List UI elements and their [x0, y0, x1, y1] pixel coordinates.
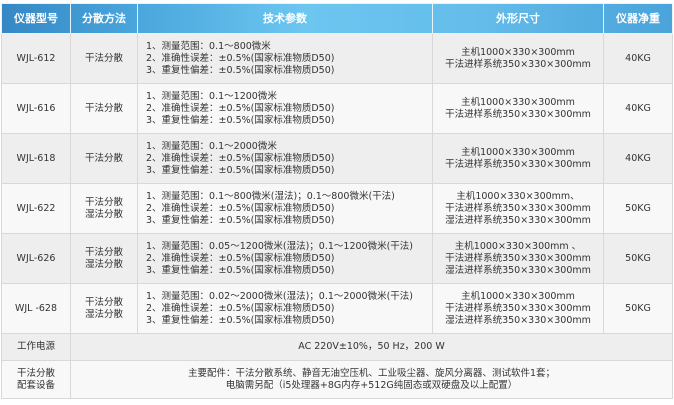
table-row: WJL-626 干法分散 湿法分散 1、测量范围：0.05～1200微米(湿法)；0.…: [1, 233, 673, 284]
specs-cell: 1、测量范围：0.1～2000微米 2、准确性误差：±0.5%(国家标准物质D50…: [137, 133, 433, 184]
spec-line: 1、测量范围：0.1～2000微米: [146, 140, 277, 152]
spec-line: 2、准确性误差：±0.5%(国家标准物质D50): [146, 102, 335, 114]
table-row: WJL-612 干法分散 1、测量范围：0.1～800微米 2、准确性误差：±0.5%…: [1, 33, 673, 84]
spec-line: 1、测量范围：0.02～2000微米(湿法)；0.1～2000微米(干法): [146, 290, 413, 302]
method-cell: 干法分散: [70, 133, 138, 184]
size-cell: 主机1000×330×300mm 、干法进样系统350×330×300mm 湿法进…: [432, 233, 604, 284]
size-cell: 主机1000×330×300mm、 干法进样系统350×330×300mm 湿法进样…: [432, 183, 604, 234]
model-cell: WJL -628: [1, 283, 71, 334]
table-row: WJL -628 干法分散 湿法分散 1、测量范围：0.02～2000微米(湿法)；0…: [1, 283, 673, 334]
table-header: 仪器型号 分散方法 技术参数 外形尺寸 仪器净重: [1, 3, 673, 34]
spec-line: 2、准确性误差：±0.5%(国家标准物质D50): [146, 302, 335, 314]
power-row: 工作电源 AC 220V±10%，50 Hz，200 W: [1, 333, 673, 361]
table-row: WJL-618 干法分散 1、测量范围：0.1～2000微米 2、准确性误差：±0.5…: [1, 133, 673, 184]
spec-line: 3、重复性偏差：±0.5%(国家标准物质D50): [146, 114, 335, 126]
spec-line: 1、测量范围：0.05～1200微米(湿法)；0.1～1200微米(干法): [146, 240, 413, 252]
size-cell: 主机1000×330×300mm 干法进样系统350×330×300mm: [432, 33, 604, 84]
size-line: 干法进样系统350×330×300mm: [445, 302, 591, 314]
spec-line: 3、重复性偏差：±0.5%(国家标准物质D50): [146, 264, 335, 276]
size-line: 主机1000×330×300mm: [461, 46, 575, 58]
power-value: AC 220V±10%，50 Hz，200 W: [70, 333, 673, 361]
method-line: 湿法分散: [84, 308, 123, 320]
power-label: 工作电源: [1, 333, 71, 361]
header-method: 分散方法: [70, 3, 138, 34]
specs-cell: 1、测量范围：0.05～1200微米(湿法)；0.1～1200微米(干法) 2、准…: [137, 233, 433, 284]
model-cell: WJL-612: [1, 33, 71, 84]
spec-line: 1、测量范围：0.1～800微米(湿法)；0.1～800微米(干法): [146, 190, 395, 202]
size-line: 干法进样系统350×330×300mm: [445, 158, 591, 170]
specs-cell: 1、测量范围：0.02～2000微米(湿法)；0.1～2000微米(干法) 2、准…: [137, 283, 433, 334]
weight-cell: 50KG: [603, 233, 673, 284]
size-line: 干法进样系统350×330×300mm: [445, 202, 591, 214]
method-line: 干法分散: [84, 196, 123, 208]
spec-line: 2、准确性误差：±0.5%(国家标准物质D50): [146, 202, 335, 214]
spec-line: 1、测量范围：0.1～1200微米: [146, 90, 277, 102]
method-line: 湿法分散: [84, 208, 123, 220]
size-line: 干法进样系统350×330×300mm: [445, 108, 591, 120]
header-model: 仪器型号: [1, 3, 71, 34]
value-line: 电脑需另配（i5处理器+8G内存+512G纯固态或双硬盘及以上配置）: [225, 379, 518, 391]
size-line: 主机1000×330×300mm、: [456, 190, 580, 202]
spec-line: 1、测量范围：0.1～800微米: [146, 40, 271, 52]
method-line: 干法分散: [84, 102, 123, 114]
model-cell: WJL-618: [1, 133, 71, 184]
header-size: 外形尺寸: [432, 3, 604, 34]
accessories-value: 主要配件：干法分散系统、静音无油空压机、工业吸尘器、旋风分离器、测试软件1套； …: [70, 360, 673, 399]
size-line: 干法进样系统350×330×300mm: [445, 252, 591, 264]
size-cell: 主机1000×330×300mm 干法进样系统350×330×300mm: [432, 83, 604, 134]
spec-line: 3、重复性偏差：±0.5%(国家标准物质D50): [146, 214, 335, 226]
header-weight: 仪器净重: [603, 3, 673, 34]
spec-line: 3、重复性偏差：±0.5%(国家标准物质D50): [146, 164, 335, 176]
spec-line: 2、准确性误差：±0.5%(国家标准物质D50): [146, 252, 335, 264]
size-cell: 主机1000×330×300mm 干法进样系统350×330×300mm: [432, 133, 604, 184]
method-cell: 干法分散 湿法分散: [70, 283, 138, 334]
method-cell: 干法分散: [70, 83, 138, 134]
weight-cell: 50KG: [603, 283, 673, 334]
size-line: 主机1000×330×300mm: [461, 96, 575, 108]
weight-cell: 40KG: [603, 83, 673, 134]
accessories-row: 干法分散 配套设备 主要配件：干法分散系统、静音无油空压机、工业吸尘器、旋风分离…: [1, 360, 673, 399]
spec-line: 2、准确性误差：±0.5%(国家标准物质D50): [146, 152, 335, 164]
method-cell: 干法分散 湿法分散: [70, 233, 138, 284]
size-line: 主机1000×330×300mm 、: [454, 240, 582, 252]
size-line: 湿法进样系统350×330×300mm: [445, 264, 591, 276]
table-row: WJL-622 干法分散 湿法分散 1、测量范围：0.1～800微米(湿法)；0.1～…: [1, 183, 673, 234]
table-row: WJL-616 干法分散 1、测量范围：0.1～1200微米 2、准确性误差：±0.5…: [1, 83, 673, 134]
header-specs: 技术参数: [137, 3, 433, 34]
specs-cell: 1、测量范围：0.1～800微米(湿法)；0.1～800微米(干法) 2、准确性误…: [137, 183, 433, 234]
method-line: 干法分散: [84, 52, 123, 64]
size-cell: 主机1000×330×300mm 干法进样系统350×330×300mm 湿法进样系…: [432, 283, 604, 334]
model-cell: WJL-626: [1, 233, 71, 284]
spec-line: 3、重复性偏差：±0.5%(国家标准物质D50): [146, 64, 335, 76]
spec-line: 3、重复性偏差：±0.5%(国家标准物质D50): [146, 314, 335, 326]
label-line: 干法分散: [16, 367, 55, 379]
accessories-label: 干法分散 配套设备: [1, 360, 71, 399]
specs-cell: 1、测量范围：0.1～1200微米 2、准确性误差：±0.5%(国家标准物质D50…: [137, 83, 433, 134]
label-line: 配套设备: [16, 379, 55, 391]
value-line: 主要配件：干法分散系统、静音无油空压机、工业吸尘器、旋风分离器、测试软件1套；: [187, 367, 556, 379]
spec-line: 2、准确性误差：±0.5%(国家标准物质D50): [146, 52, 335, 64]
method-cell: 干法分散 湿法分散: [70, 183, 138, 234]
model-cell: WJL-616: [1, 83, 71, 134]
weight-cell: 50KG: [603, 183, 673, 234]
weight-cell: 40KG: [603, 33, 673, 84]
size-line: 主机1000×330×300mm: [461, 290, 575, 302]
model-cell: WJL-622: [1, 183, 71, 234]
size-line: 湿法进样系统350×330×300mm: [445, 314, 591, 326]
specs-cell: 1、测量范围：0.1～800微米 2、准确性误差：±0.5%(国家标准物质D50)…: [137, 33, 433, 84]
method-line: 干法分散: [84, 152, 123, 164]
weight-cell: 40KG: [603, 133, 673, 184]
product-spec-table: 仪器型号 分散方法 技术参数 外形尺寸 仪器净重 WJL-612 干法分散 1、测量…: [1, 3, 673, 399]
method-line: 湿法分散: [84, 258, 123, 270]
size-line: 干法进样系统350×330×300mm: [445, 58, 591, 70]
method-cell: 干法分散: [70, 33, 138, 84]
method-line: 干法分散: [84, 246, 123, 258]
size-line: 湿法进样系统350×330×300mm: [445, 214, 591, 226]
method-line: 干法分散: [84, 296, 123, 308]
size-line: 主机1000×330×300mm: [461, 146, 575, 158]
